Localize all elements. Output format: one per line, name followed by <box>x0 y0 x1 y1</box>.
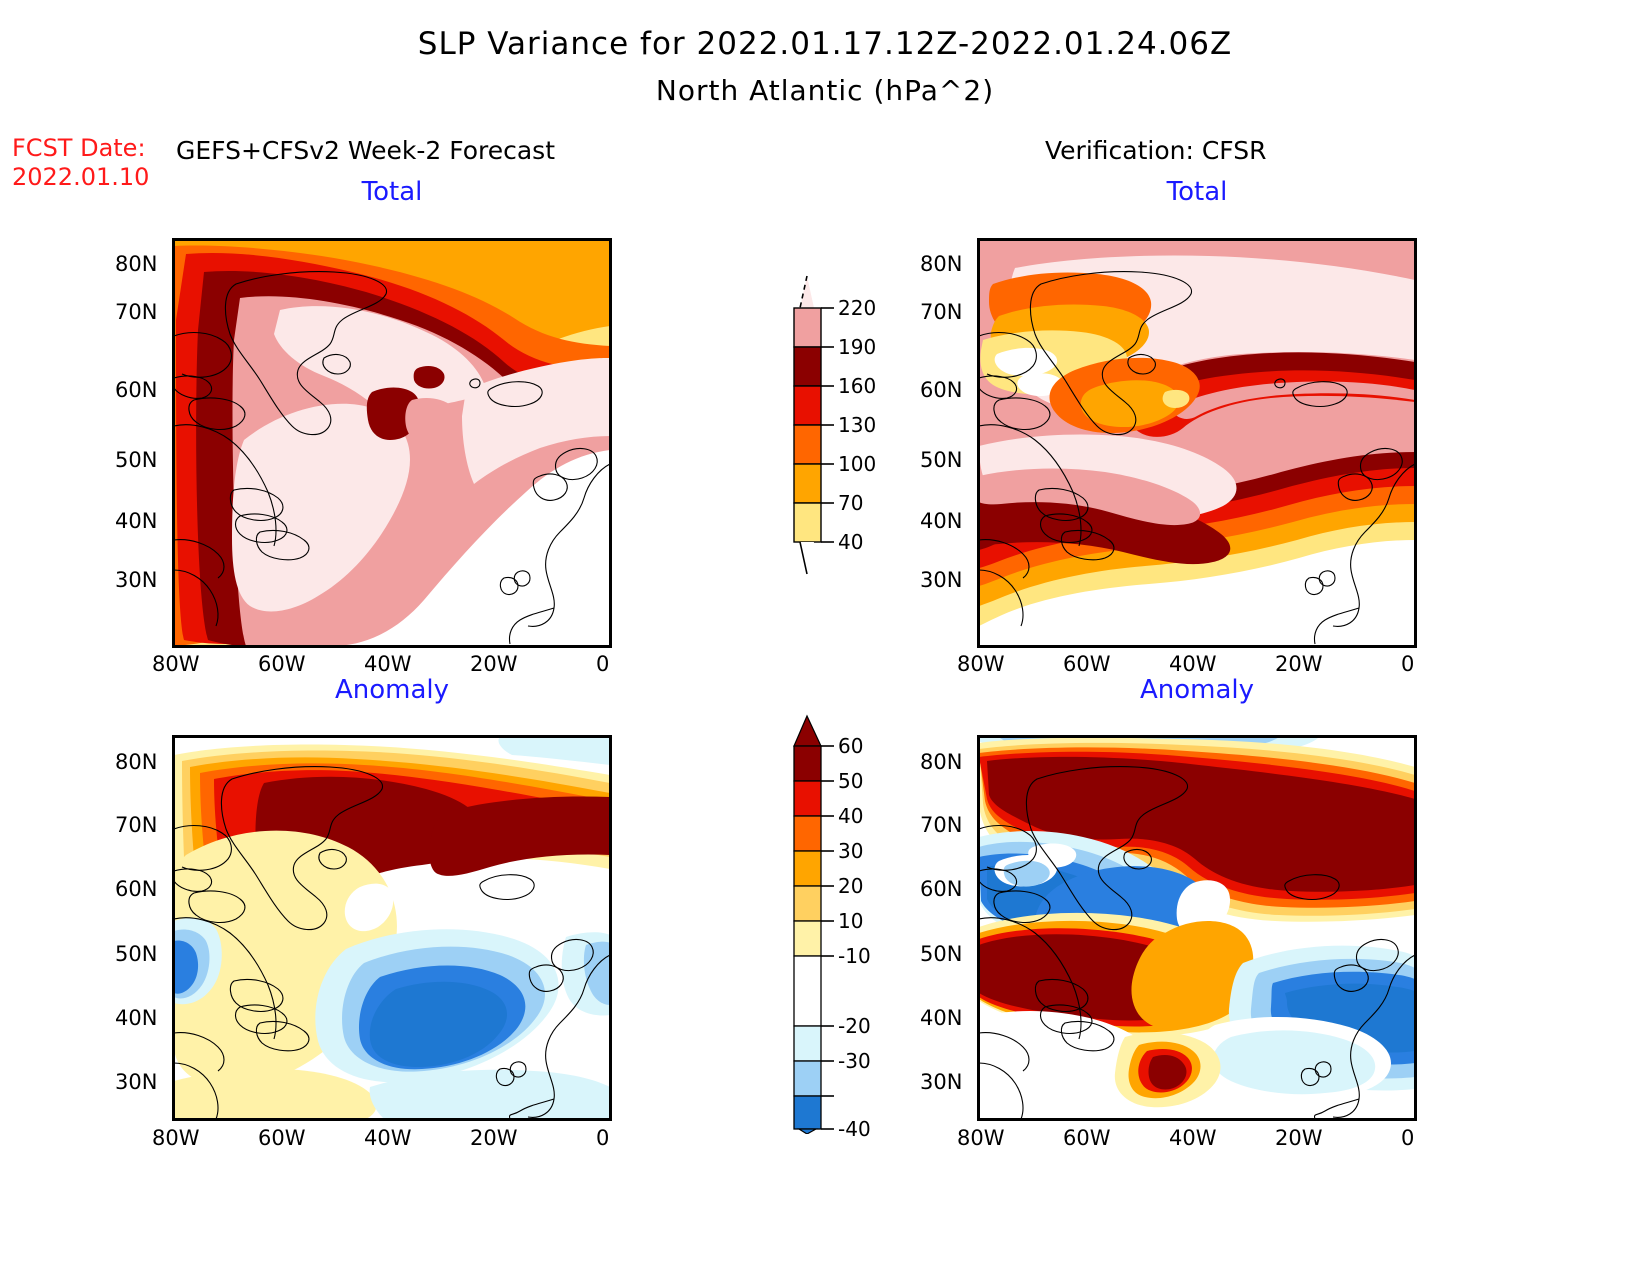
ytick-70N-br: 70N <box>920 813 963 837</box>
ytick-80N-tl: 80N <box>115 252 158 276</box>
xtick-80W-bl: 80W <box>152 1126 200 1150</box>
filled-contours <box>979 240 1415 626</box>
ytick-60N-tl: 60N <box>115 378 158 402</box>
xtick-80W-br: 80W <box>957 1126 1005 1150</box>
ytick-40N-tr: 40N <box>920 509 963 533</box>
coastlines <box>174 271 610 645</box>
left-column-header: GEFS+CFSv2 Week-2 Forecast <box>176 136 555 165</box>
cbtick-anom-neg30: -30 <box>838 1049 871 1073</box>
panel-title-forecast-total: Total <box>361 177 423 207</box>
map-forecast-anomaly[interactable] <box>172 735 612 1121</box>
map-verification-anomaly[interactable] <box>977 735 1417 1121</box>
xtick-20W-tr: 20W <box>1275 652 1323 676</box>
cbtick-total-220: 220 <box>838 296 877 320</box>
cbtick-total-160: 160 <box>838 374 877 398</box>
cbtick-anom-neg40: -40 <box>838 1117 871 1141</box>
xtick-40W-bl: 40W <box>364 1126 412 1150</box>
figure-title-line1: SLP Variance for 2022.01.17.12Z-2022.01.… <box>417 26 1233 62</box>
colorbar-total-svg <box>793 275 834 575</box>
map-forecast-total[interactable] <box>172 238 612 648</box>
forecast-date-value: 2022.01.10 <box>12 163 150 191</box>
xtick-0-tr: 0 <box>1401 652 1415 676</box>
cbtick-total-40: 40 <box>838 530 864 554</box>
cbtick-anom-30: 30 <box>838 839 864 863</box>
cbtick-anom-neg10: -10 <box>838 944 871 968</box>
right-column-header: Verification: CFSR <box>1045 136 1267 165</box>
ytick-80N-bl: 80N <box>115 750 158 774</box>
ytick-30N-bl: 30N <box>115 1070 158 1094</box>
cbtick-total-130: 130 <box>838 413 877 437</box>
panel-title-verification-total: Total <box>1166 177 1228 207</box>
xtick-40W-tl: 40W <box>364 652 412 676</box>
filled-contours <box>174 737 610 1119</box>
xtick-0-bl: 0 <box>596 1126 610 1150</box>
contour-verification-total <box>979 240 1415 646</box>
ytick-50N-tl: 50N <box>115 448 158 472</box>
panel-title-forecast-anomaly: Anomaly <box>334 675 450 705</box>
ytick-60N-tr: 60N <box>920 378 963 402</box>
figure-title-line2: North Atlantic (hPa^2) <box>655 74 995 107</box>
cbtick-anom-60: 60 <box>838 734 864 758</box>
xtick-40W-br: 40W <box>1169 1126 1217 1150</box>
ytick-50N-tr: 50N <box>920 448 963 472</box>
xtick-0-tl: 0 <box>596 652 610 676</box>
cbtick-anom-10: 10 <box>838 909 864 933</box>
xtick-20W-bl: 20W <box>470 1126 518 1150</box>
ytick-70N-tr: 70N <box>920 300 963 324</box>
ytick-50N-bl: 50N <box>115 942 158 966</box>
coastlines <box>979 766 1415 1119</box>
xtick-60W-bl: 60W <box>258 1126 306 1150</box>
colorbar-anomaly[interactable]: 60 50 40 30 20 10 -10 -20 -30 -40 <box>786 714 906 1141</box>
cbtick-total-190: 190 <box>838 335 877 359</box>
ytick-70N-tl: 70N <box>115 300 158 324</box>
xtick-60W-br: 60W <box>1063 1126 1111 1150</box>
ytick-40N-br: 40N <box>920 1006 963 1030</box>
ytick-50N-br: 50N <box>920 942 963 966</box>
contour-verification-anomaly <box>979 737 1415 1119</box>
cbtick-anom-neg20: -20 <box>838 1014 871 1038</box>
xtick-20W-tl: 20W <box>470 652 518 676</box>
ytick-40N-tl: 40N <box>115 509 158 533</box>
xtick-40W-tr: 40W <box>1169 652 1217 676</box>
cbtick-anom-20: 20 <box>838 874 864 898</box>
panel-title-verification-anomaly: Anomaly <box>1139 675 1255 705</box>
filled-contours <box>174 240 610 646</box>
ytick-60N-br: 60N <box>920 877 963 901</box>
ytick-80N-tr: 80N <box>920 252 963 276</box>
map-verification-total[interactable] <box>977 238 1417 648</box>
cbtick-anom-50: 50 <box>838 769 864 793</box>
ytick-30N-tl: 30N <box>115 568 158 592</box>
xtick-20W-br: 20W <box>1275 1126 1323 1150</box>
cbtick-total-70: 70 <box>838 491 864 515</box>
ytick-70N-bl: 70N <box>115 813 158 837</box>
forecast-date-label: FCST Date: <box>12 134 146 162</box>
xtick-0-br: 0 <box>1401 1126 1415 1150</box>
xtick-80W-tl: 80W <box>152 652 200 676</box>
ytick-80N-br: 80N <box>920 750 963 774</box>
cbtick-total-100: 100 <box>838 452 877 476</box>
ytick-60N-bl: 60N <box>115 877 158 901</box>
coastlines <box>174 766 610 1119</box>
xtick-60W-tr: 60W <box>1063 652 1111 676</box>
xtick-60W-tl: 60W <box>258 652 306 676</box>
contour-forecast-total <box>174 240 610 646</box>
coastlines <box>979 271 1415 645</box>
colorbar-anomaly-svg <box>793 714 834 1135</box>
ytick-30N-br: 30N <box>920 1070 963 1094</box>
colorbar-total[interactable]: 220 190 160 130 100 70 40 <box>786 262 906 587</box>
ytick-30N-tr: 30N <box>920 568 963 592</box>
xtick-80W-tr: 80W <box>957 652 1005 676</box>
cbtick-anom-40: 40 <box>838 804 864 828</box>
ytick-40N-bl: 40N <box>115 1006 158 1030</box>
contour-forecast-anomaly <box>174 737 610 1119</box>
